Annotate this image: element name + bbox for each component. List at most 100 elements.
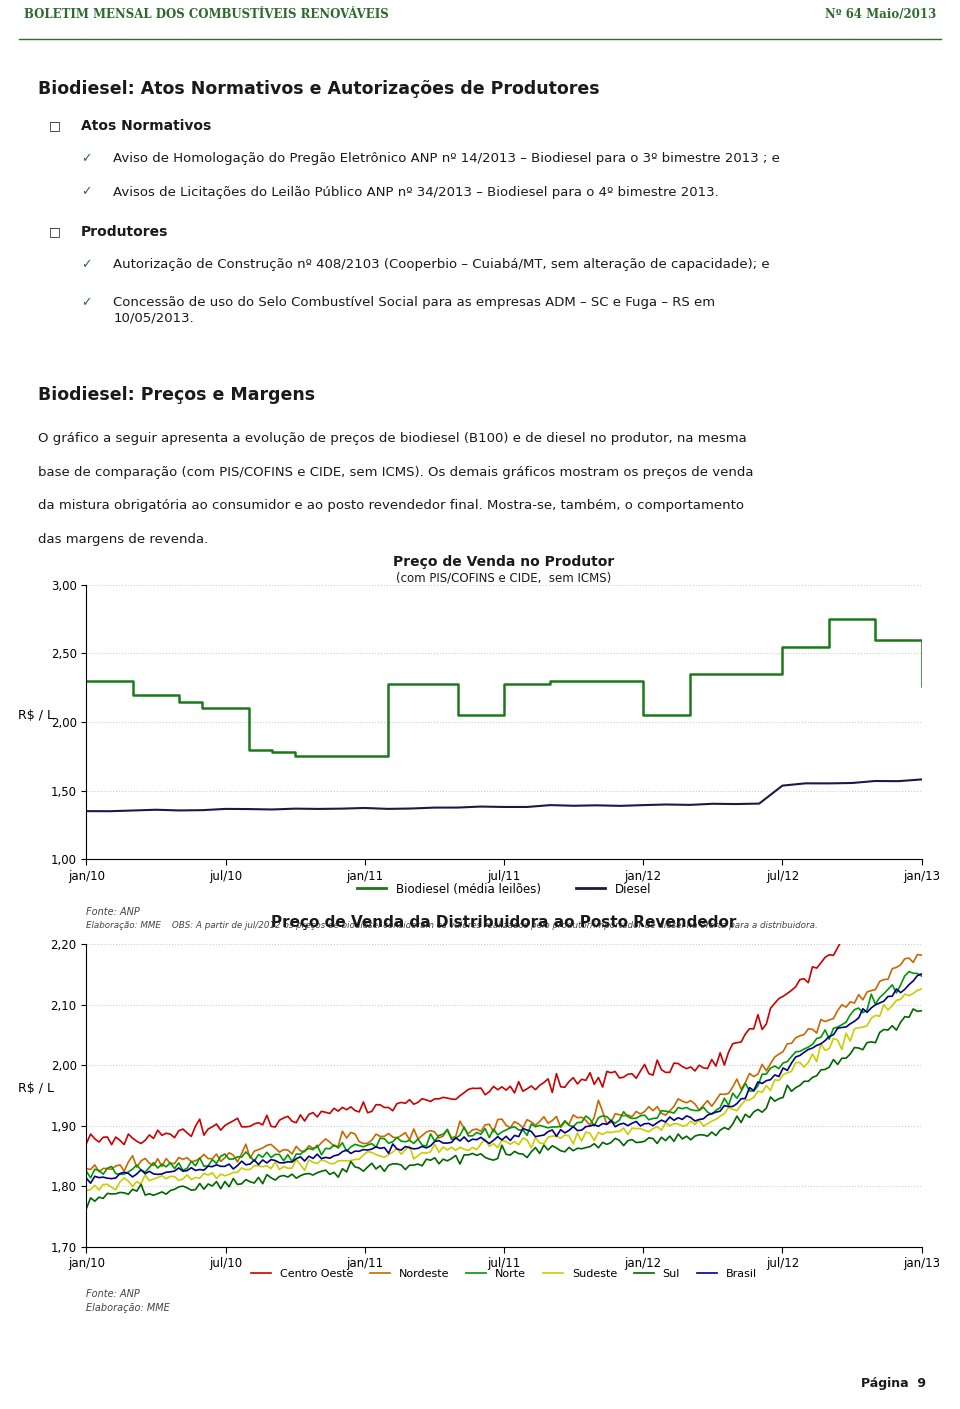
Biodiesel (média leilões)	[754, 665, 765, 682]
Diesel	[614, 797, 626, 814]
Diesel	[174, 802, 185, 819]
Centro Oeste	[81, 1136, 92, 1153]
Sul	[874, 1024, 885, 1041]
Diesel	[567, 797, 579, 814]
Brasil	[84, 1175, 96, 1192]
Sul	[236, 1175, 248, 1192]
Biodiesel (média leilões)	[127, 686, 138, 703]
Text: Página  9: Página 9	[861, 1377, 926, 1391]
Norte	[903, 964, 915, 981]
Nordeste	[916, 947, 927, 964]
Diesel	[846, 775, 857, 792]
Text: Concessão de uso do Selo Combustível Social para as empresas ADM – SC e Fuga – R: Concessão de uso do Selo Combustível Soc…	[113, 296, 715, 324]
Sudeste	[114, 1174, 126, 1191]
Sudeste	[845, 1033, 856, 1050]
Centro Oeste	[106, 1136, 117, 1153]
Diesel	[104, 803, 115, 820]
Diesel	[266, 800, 277, 817]
Nordeste	[118, 1162, 130, 1179]
Biodiesel (média leilões)	[359, 748, 371, 765]
Text: da mistura obrigatória ao consumidor e ao posto revendedor final. Mostra-se, tam: da mistura obrigatória ao consumidor e a…	[38, 499, 744, 513]
Diesel	[498, 799, 510, 816]
Norte	[240, 1144, 252, 1161]
Biodiesel (média leilões)	[567, 672, 579, 689]
Norte	[916, 968, 927, 985]
Text: Nº 64 Maio/2013: Nº 64 Maio/2013	[825, 8, 936, 21]
Text: (com PIS/COFINS e CIDE,  sem ICMS): (com PIS/COFINS e CIDE, sem ICMS)	[396, 572, 612, 585]
Legend: Biodiesel (média leilões), Diesel: Biodiesel (média leilões), Diesel	[352, 878, 656, 900]
Nordeste	[849, 995, 860, 1012]
Text: Produtores: Produtores	[81, 225, 168, 240]
Biodiesel (média leilões)	[289, 748, 300, 765]
Diesel	[220, 800, 231, 817]
Sul	[845, 1045, 856, 1062]
Y-axis label: R$ / L: R$ / L	[18, 709, 55, 721]
Diesel	[660, 796, 672, 813]
Nordeste	[135, 1153, 147, 1169]
Diesel	[637, 796, 649, 813]
Text: BOLETIM MENSAL DOS COMBUSTÍVEIS RENOVÁVEIS: BOLETIM MENSAL DOS COMBUSTÍVEIS RENOVÁVE…	[24, 8, 389, 21]
Diesel	[452, 799, 464, 816]
Line: Biodiesel (média leilões): Biodiesel (média leilões)	[86, 619, 922, 757]
Nordeste	[307, 1140, 319, 1157]
Diesel	[382, 800, 394, 817]
Text: Aviso de Homologação do Pregão Eletrônico ANP nº 14/2013 – Biodiesel para o 3º b: Aviso de Homologação do Pregão Eletrônic…	[113, 152, 780, 165]
Biodiesel (média leilões)	[637, 707, 649, 724]
Line: Nordeste: Nordeste	[86, 954, 922, 1172]
Sudeste	[916, 981, 927, 998]
Biodiesel (média leilões)	[707, 665, 718, 682]
Biodiesel (média leilões)	[174, 693, 185, 710]
Biodiesel (média leilões)	[684, 665, 695, 682]
Centro Oeste	[849, 921, 860, 938]
Sudeste	[303, 1151, 315, 1168]
Diesel	[313, 800, 324, 817]
Brasil	[135, 1161, 147, 1178]
Text: ✓: ✓	[81, 258, 91, 272]
Diesel	[127, 802, 138, 819]
Text: ✓: ✓	[81, 186, 91, 199]
Diesel	[428, 799, 440, 816]
Diesel	[521, 799, 533, 816]
Biodiesel (média leilões)	[104, 672, 115, 689]
Text: □: □	[49, 225, 60, 238]
Line: Brasil: Brasil	[86, 974, 922, 1184]
Sul	[303, 1165, 315, 1182]
Biodiesel (média leilões)	[197, 700, 208, 717]
Biodiesel (média leilões)	[846, 610, 857, 627]
Text: Atos Normativos: Atos Normativos	[81, 118, 211, 132]
Diesel	[800, 775, 811, 792]
Sul	[114, 1184, 126, 1200]
Sudeste	[81, 1182, 92, 1199]
Text: Preço de Venda da Distribuidora ao Posto Revendedor: Preço de Venda da Distribuidora ao Posto…	[272, 914, 736, 930]
Centro Oeste	[118, 1136, 130, 1153]
Text: ✓: ✓	[81, 296, 91, 309]
Text: Avisos de Licitações do Leilão Público ANP nº 34/2013 – Biodiesel para o 4º bime: Avisos de Licitações do Leilão Público A…	[113, 186, 719, 199]
Brasil	[307, 1150, 319, 1167]
Line: Centro Oeste: Centro Oeste	[86, 867, 922, 1144]
Text: Biodiesel: Atos Normativos e Autorizações de Produtores: Biodiesel: Atos Normativos e Autorizaçõe…	[38, 79, 600, 97]
Sudeste	[131, 1174, 142, 1191]
Brasil	[878, 993, 890, 1010]
Diesel	[81, 803, 92, 820]
Text: Elaboração: MME    OBS: A partir de jul/2012 os preços de biodiesel consideram o: Elaboração: MME OBS: A partir de jul/201…	[86, 921, 818, 930]
Legend: Centro Oeste, Nordeste, Norte, Sudeste, Sul, Brasil: Centro Oeste, Nordeste, Norte, Sudeste, …	[247, 1265, 761, 1284]
Text: base de comparação (com PIS/COFINS e CIDE, sem ICMS). Os demais gráficos mostram: base de comparação (com PIS/COFINS e CID…	[38, 465, 754, 479]
Biodiesel (média leilões)	[405, 675, 417, 692]
Diesel	[243, 800, 254, 817]
Biodiesel (média leilões)	[544, 672, 556, 689]
Biodiesel (média leilões)	[220, 700, 231, 717]
Text: das margens de revenda.: das margens de revenda.	[38, 534, 208, 547]
Brasil	[240, 1157, 252, 1174]
Biodiesel (média leilões)	[870, 631, 881, 648]
Biodiesel (média leilões)	[800, 638, 811, 655]
Diesel	[475, 797, 487, 814]
Text: Autorização de Construção nº 408/2103 (Cooperbio – Cuiabá/MT, sem alteração de c: Autorização de Construção nº 408/2103 (C…	[113, 258, 770, 272]
Nordeste	[81, 1160, 92, 1177]
Line: Sul: Sul	[86, 1009, 922, 1209]
Diesel	[684, 796, 695, 813]
Line: Diesel: Diesel	[86, 779, 922, 812]
Brasil	[849, 1013, 860, 1030]
Text: Fonte: ANP: Fonte: ANP	[86, 1289, 140, 1299]
Brasil	[916, 965, 927, 982]
Biodiesel (média leilões)	[777, 638, 788, 655]
